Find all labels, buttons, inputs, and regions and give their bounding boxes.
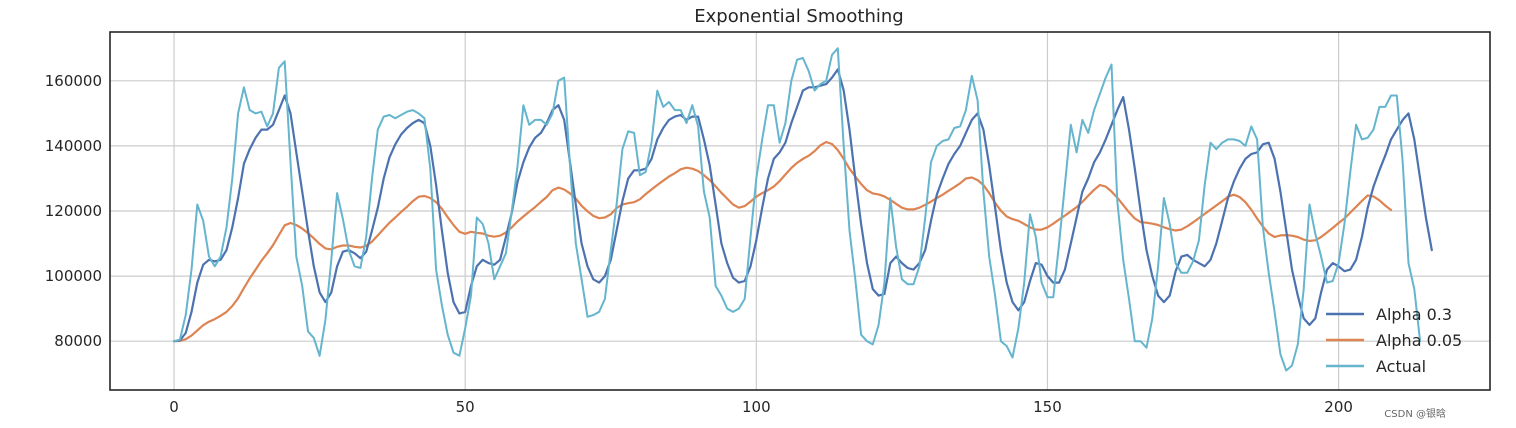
y-tick-label: 140000 (45, 137, 102, 155)
y-tick-label: 160000 (45, 72, 102, 90)
legend: Alpha 0.3 Alpha 0.05 Actual (1326, 305, 1462, 376)
x-tick-label: 200 (1324, 398, 1353, 416)
grid-lines (110, 32, 1490, 390)
y-tick-label: 100000 (45, 267, 102, 285)
series-line-alpha-0-3 (173, 68, 1433, 343)
legend-label-alpha-0-3: Alpha 0.3 (1376, 305, 1452, 324)
x-tick-label: 150 (1033, 398, 1062, 416)
x-tick-labels: 0 50 100 150 200 (169, 398, 1353, 416)
y-tick-label: 80000 (54, 332, 102, 350)
watermark: CSDN @银晗 (1384, 409, 1446, 420)
series-lines (173, 47, 1433, 372)
y-tick-label: 120000 (45, 202, 102, 220)
series-line-alpha-0-05 (173, 140, 1393, 343)
y-tick-labels: 80000 100000 120000 140000 160000 (45, 72, 102, 350)
x-tick-label: 50 (456, 398, 475, 416)
series-line-actual (173, 47, 1422, 372)
legend-label-actual: Actual (1376, 357, 1426, 376)
chart-title: Exponential Smoothing (694, 6, 903, 27)
x-tick-label: 0 (169, 398, 179, 416)
legend-label-alpha-0-05: Alpha 0.05 (1376, 331, 1462, 350)
plot-frame (109, 31, 1491, 391)
x-tick-label: 100 (742, 398, 771, 416)
